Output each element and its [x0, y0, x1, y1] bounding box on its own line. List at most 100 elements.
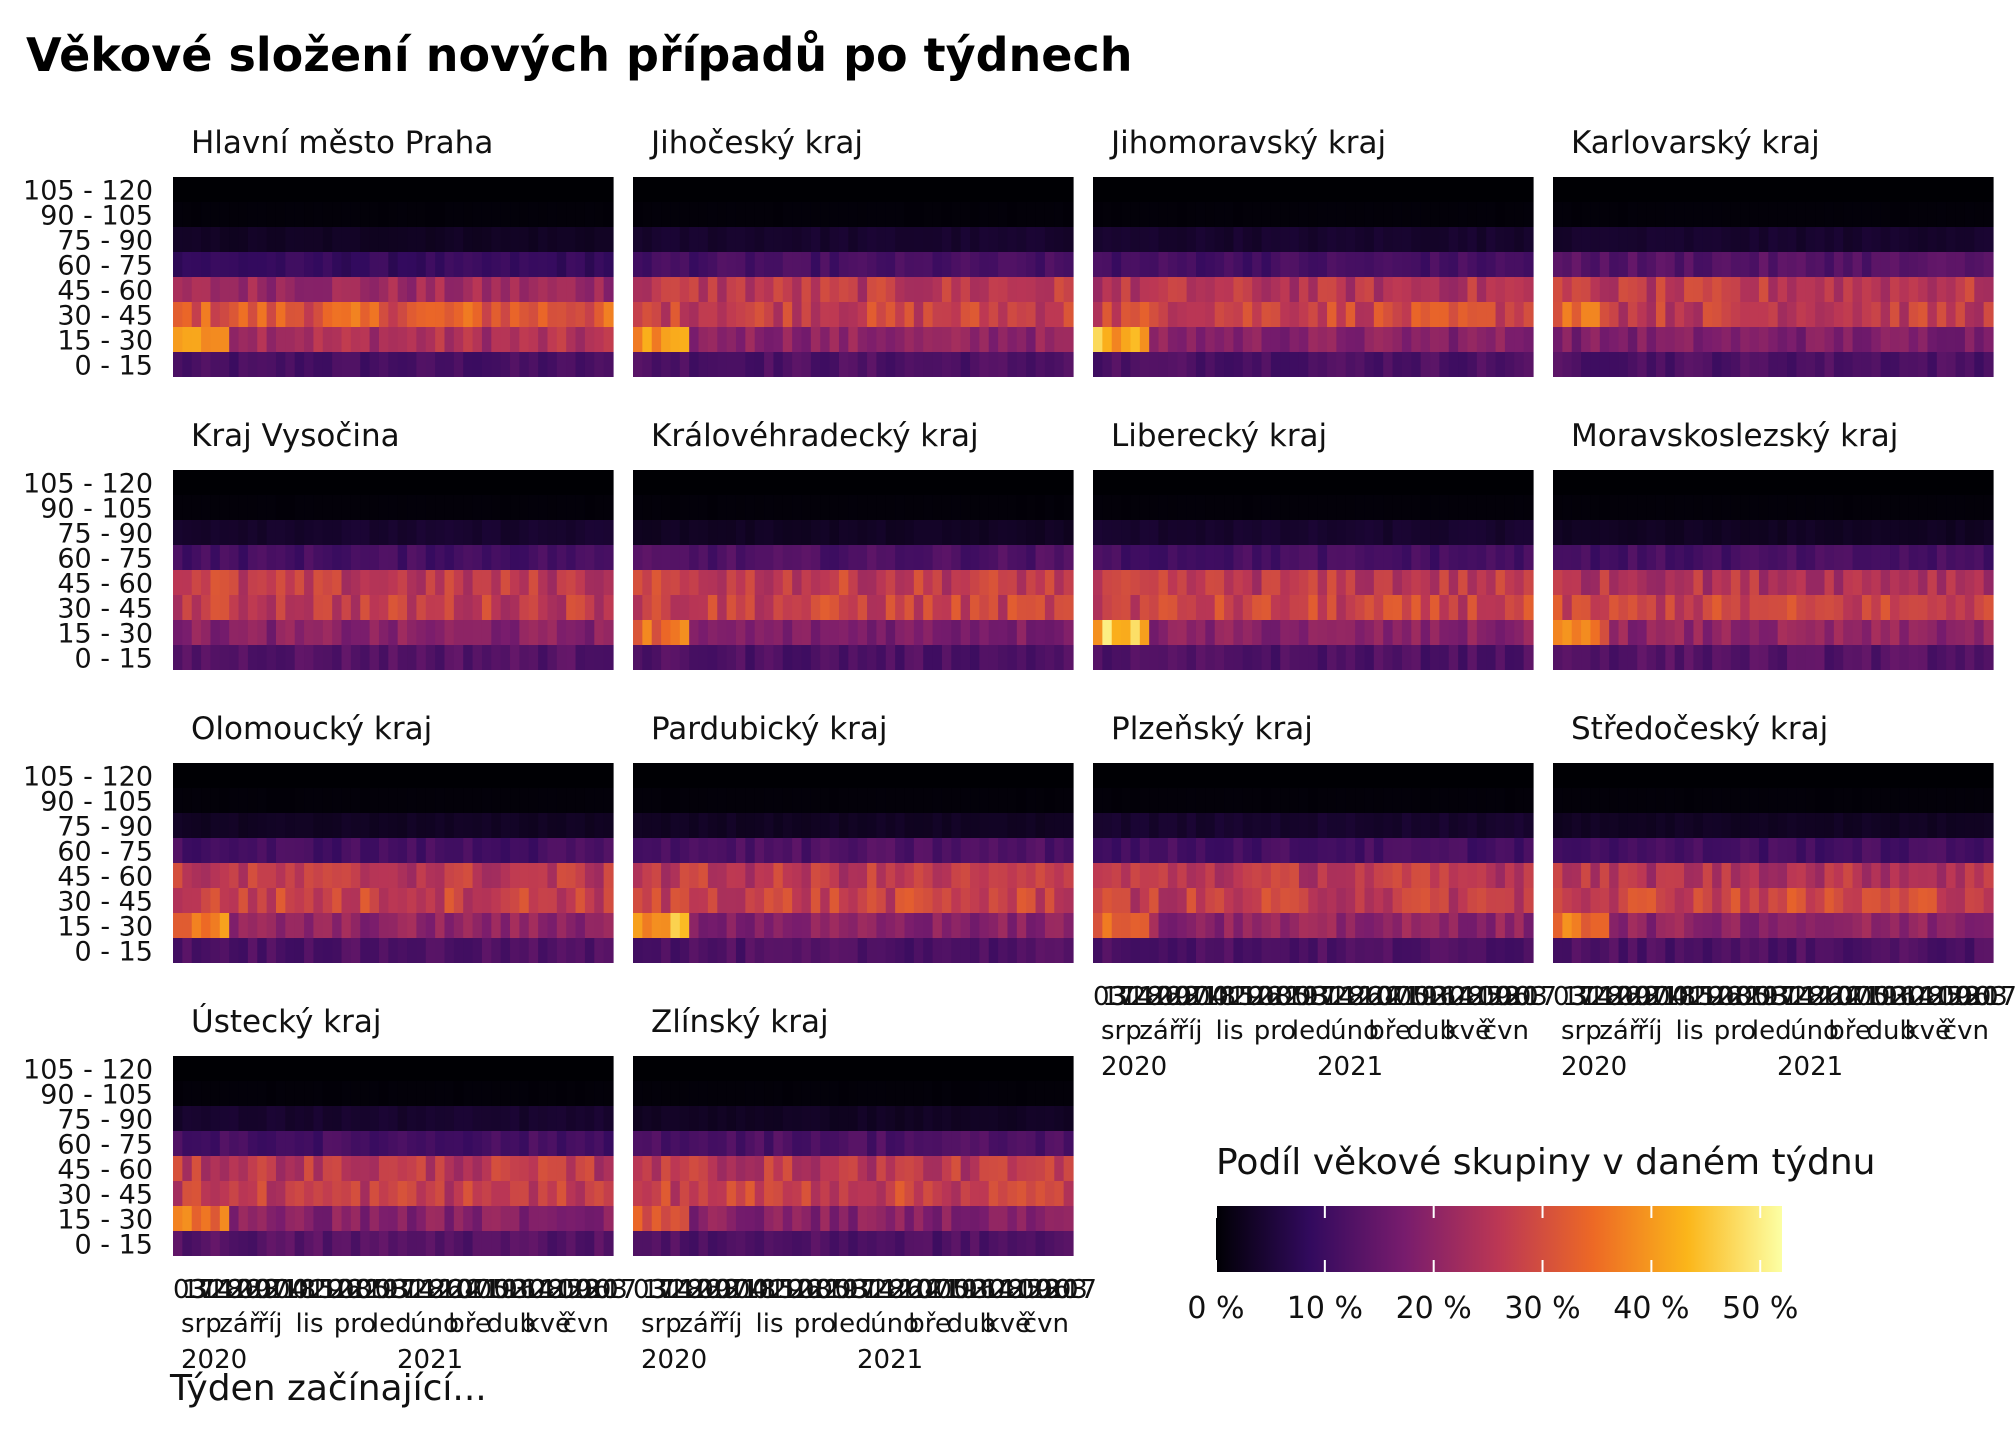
heatmap-cell	[1684, 252, 1695, 277]
heatmap-cell	[1026, 327, 1037, 352]
heatmap-cell	[304, 277, 315, 302]
heatmap-cell	[764, 595, 775, 620]
heatmap-cell	[1514, 888, 1525, 913]
heatmap-cell	[1308, 252, 1319, 277]
heatmap-cell	[1674, 570, 1685, 595]
heatmap-cell	[453, 1156, 464, 1181]
heatmap-cell	[1167, 277, 1178, 302]
heatmap-cell	[1627, 763, 1638, 788]
heatmap-cell	[1927, 570, 1938, 595]
heatmap-cell	[182, 813, 193, 838]
heatmap-cell	[575, 863, 586, 888]
heatmap-cell	[369, 863, 380, 888]
heatmap-cell	[745, 863, 756, 888]
heatmap-cell	[1684, 520, 1695, 545]
heatmap-cell	[1336, 645, 1347, 670]
heatmap-cell	[782, 202, 793, 227]
heatmap-cell	[1130, 495, 1141, 520]
heatmap-cell	[1553, 277, 1563, 302]
heatmap-cell	[1111, 352, 1122, 377]
heatmap-cell	[210, 1206, 221, 1231]
heatmap-cell	[322, 277, 333, 302]
heatmap-cell	[547, 520, 558, 545]
heatmap-cell	[1890, 913, 1900, 938]
heatmap-cell	[1936, 763, 1947, 788]
heatmap-cell	[848, 545, 859, 570]
heatmap-cell	[1158, 838, 1169, 863]
heatmap-cell	[1289, 645, 1300, 670]
heatmap-cell	[1983, 838, 1994, 863]
heatmap-cell	[726, 352, 737, 377]
heatmap-cell	[547, 1231, 558, 1256]
heatmap-cell	[472, 788, 483, 813]
heatmap-cell	[1665, 227, 1676, 252]
heatmap-cell	[304, 227, 315, 252]
heatmap-cell	[257, 763, 268, 788]
heatmap-cell	[1983, 545, 1994, 570]
heatmap-cell	[1167, 863, 1178, 888]
heatmap-cell	[1205, 645, 1216, 670]
heatmap-cell	[773, 545, 784, 570]
heatmap-cell	[1523, 763, 1534, 788]
heatmap-cell	[895, 570, 906, 595]
heatmap-cell	[1458, 327, 1469, 352]
heatmap-cell	[1327, 545, 1337, 570]
x-tick-day: 17	[1764, 982, 1797, 1012]
heatmap-cell	[1899, 813, 1910, 838]
heatmap-cell	[1270, 620, 1281, 645]
heatmap-cell	[229, 202, 240, 227]
heatmap-cell	[932, 788, 943, 813]
heatmap-cell	[210, 1081, 221, 1106]
heatmap-cell	[1852, 813, 1863, 838]
heatmap-cell	[1233, 595, 1244, 620]
x-tick-day: 25	[1469, 982, 1502, 1012]
heatmap-cell	[1908, 227, 1919, 252]
heatmap-cell	[1514, 938, 1525, 963]
heatmap-cell	[1758, 495, 1769, 520]
heatmap-cell	[1880, 545, 1891, 570]
heatmap-cell	[689, 252, 700, 277]
heatmap-cell	[519, 277, 530, 302]
heatmap-cell	[960, 177, 971, 202]
heatmap-cell	[904, 545, 915, 570]
heatmap-cell	[481, 177, 492, 202]
heatmap-cell	[1514, 570, 1525, 595]
heatmap-cell	[173, 1106, 183, 1131]
heatmap-cell	[547, 1106, 558, 1131]
heatmap-cell	[1674, 645, 1685, 670]
heatmap-cell	[1571, 620, 1582, 645]
heatmap-cell	[745, 277, 756, 302]
heatmap-cell	[416, 520, 427, 545]
heatmap-cell	[1044, 645, 1055, 670]
heatmap-cell	[1655, 202, 1666, 227]
heatmap-cell	[388, 252, 399, 277]
heatmap-cell	[566, 495, 577, 520]
heatmap-cell	[332, 202, 343, 227]
heatmap-cell	[1158, 520, 1169, 545]
heatmap-cell	[1861, 470, 1872, 495]
heatmap-cell	[275, 545, 286, 570]
heatmap-cell	[913, 595, 924, 620]
heatmap-cell	[1401, 302, 1412, 327]
heatmap-cell	[1514, 177, 1525, 202]
heatmap-cell	[1063, 838, 1074, 863]
heatmap-cell	[1627, 495, 1638, 520]
heatmap-cell	[1486, 177, 1497, 202]
heatmap-cell	[491, 813, 502, 838]
heatmap-cell	[1214, 888, 1225, 913]
heatmap-cell	[350, 1181, 361, 1206]
heatmap-cell	[782, 227, 793, 252]
heatmap-cell	[1177, 620, 1188, 645]
heatmap-cell	[603, 302, 614, 327]
heatmap-cell	[1721, 302, 1732, 327]
heatmap-cell	[1401, 863, 1412, 888]
heatmap-cell	[1768, 252, 1779, 277]
heatmap-cell	[1167, 595, 1178, 620]
heatmap-cell	[219, 277, 230, 302]
heatmap-cell	[444, 1106, 455, 1131]
heatmap-cell	[1186, 863, 1197, 888]
heatmap-cell	[1599, 495, 1610, 520]
heatmap-cell	[735, 545, 746, 570]
heatmap-cell	[970, 813, 980, 838]
heatmap-cell	[707, 202, 718, 227]
